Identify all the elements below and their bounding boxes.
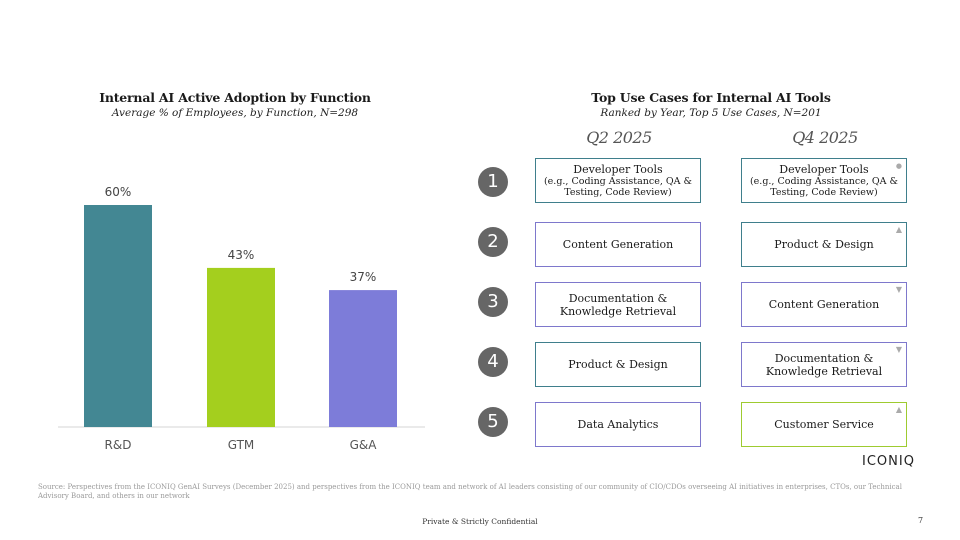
bar-value-label: 37% — [350, 270, 377, 284]
q4-use-case-3: ▼ Content Generation — [741, 282, 907, 327]
bar-value-label: 43% — [228, 248, 255, 262]
rank-badge-5: 5 — [478, 407, 508, 437]
q2-use-case-3-label: Documentation & Knowledge Retrieval — [559, 291, 677, 318]
category-tick-label: GTM — [228, 438, 255, 452]
bar-gtm — [207, 267, 275, 427]
rank-down-icon: ▼ — [895, 345, 902, 354]
rank-badge-3: 3 — [478, 287, 508, 317]
column-header-q4: Q4 2025 — [792, 128, 858, 147]
q4-use-case-1-detail: (e.g., Coding Assistance, QA & Testing, … — [749, 175, 899, 199]
chart-subtitle: Average % of Employees, by Function, N=2… — [111, 107, 359, 119]
bar-rd — [84, 205, 152, 427]
source-note: Source: Perspectives from the ICONIQ Gen… — [38, 483, 902, 500]
q2-use-case-5-label: Data Analytics — [577, 418, 659, 431]
column-header-q2: Q2 2025 — [586, 128, 652, 147]
iconiq-logo: ICONIQ — [862, 454, 915, 469]
footer-confidential: Private & Strictly Confidential — [422, 517, 538, 526]
q4-use-case-3-label: Content Generation — [768, 298, 880, 311]
q2-use-case-1-label: Developer Tools — [573, 162, 663, 176]
q4-use-case-1-label: Developer Tools — [779, 162, 869, 176]
q4-use-case-2-label: Product & Design — [774, 238, 874, 251]
bar-chart: 60% R&D 43% GTM 37% G&A — [58, 185, 425, 452]
q4-use-case-4: ▼ Documentation & Knowledge Retrieval — [741, 342, 907, 387]
q4-use-case-5-label: Customer Service — [774, 418, 874, 431]
q4-use-case-5: ▲ Customer Service — [741, 402, 907, 447]
q2-use-case-3: Documentation & Knowledge Retrieval — [535, 282, 701, 327]
q2-use-case-2-label: Content Generation — [562, 238, 674, 251]
unchanged-marker-icon: ● — [895, 162, 902, 170]
use-cases-title: Top Use Cases for Internal AI Tools — [591, 90, 831, 105]
q2-use-case-2: Content Generation — [535, 222, 701, 267]
chart-title: Internal AI Active Adoption by Function — [99, 90, 371, 105]
rank-badge-2: 2 — [478, 227, 508, 257]
rank-badge-1: 1 — [478, 167, 508, 197]
category-tick-label: G&A — [350, 438, 378, 452]
rank-down-icon: ▼ — [895, 285, 902, 294]
q4-use-case-1: ● Developer Tools (e.g., Coding Assistan… — [741, 158, 907, 203]
q2-use-case-5: Data Analytics — [535, 402, 701, 447]
rank-up-icon: ▲ — [895, 405, 902, 414]
q2-use-case-1-detail: (e.g., Coding Assistance, QA & Testing, … — [543, 175, 693, 199]
q2-use-case-4-label: Product & Design — [568, 358, 668, 371]
category-tick-label: R&D — [105, 438, 132, 452]
q2-use-case-4: Product & Design — [535, 342, 701, 387]
q4-use-case-4-label: Documentation & Knowledge Retrieval — [765, 351, 883, 378]
bar-value-label: 60% — [105, 185, 132, 199]
bar-ga — [329, 290, 397, 427]
rank-badge-4: 4 — [478, 347, 508, 377]
page-number: 7 — [918, 516, 924, 525]
use-cases-subtitle: Ranked by Year, Top 5 Use Cases, N=201 — [600, 107, 822, 119]
q4-use-case-2: ▲ Product & Design — [741, 222, 907, 267]
rank-up-icon: ▲ — [895, 225, 902, 234]
q2-use-case-1: Developer Tools (e.g., Coding Assistance… — [535, 158, 701, 203]
